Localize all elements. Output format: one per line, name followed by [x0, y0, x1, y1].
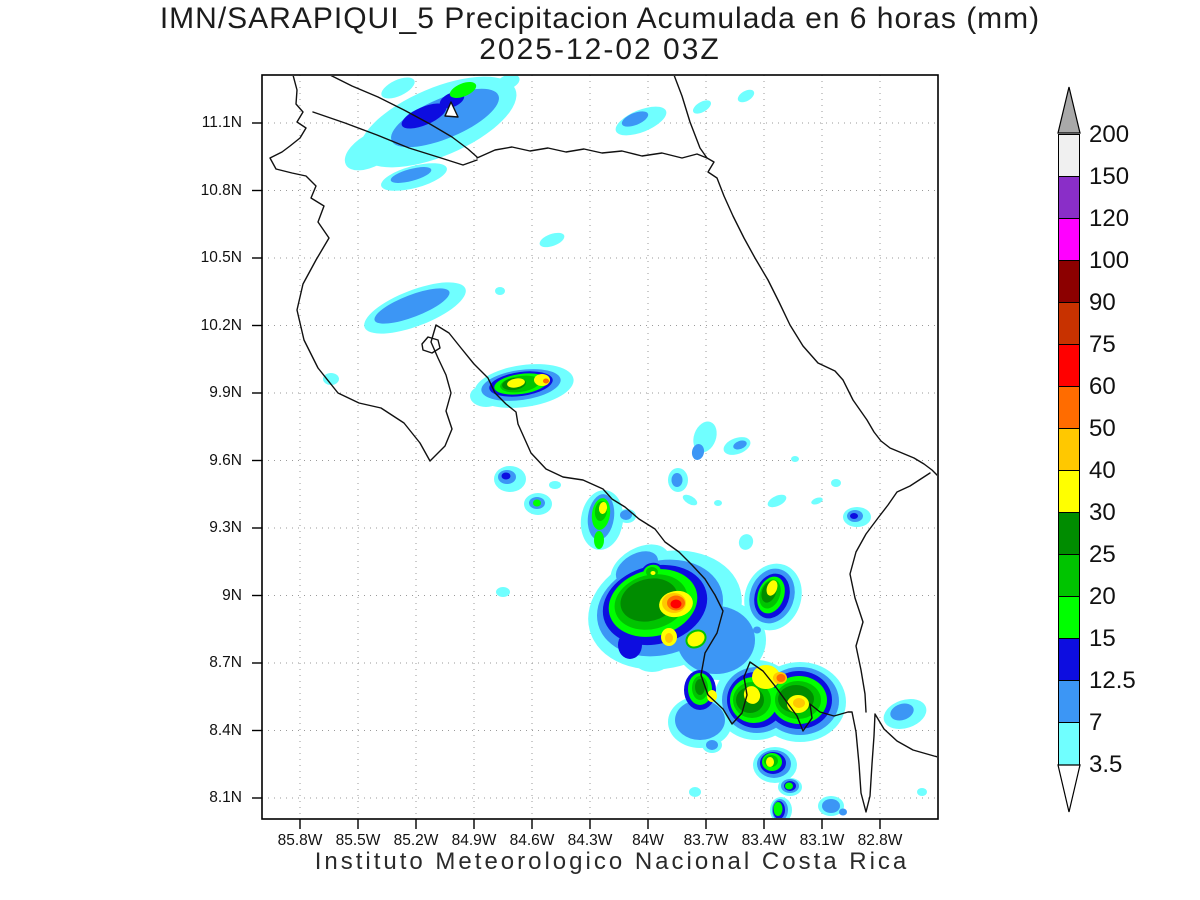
longitude-tick-label: 85.2W [393, 832, 439, 849]
colorbar-segment [1059, 135, 1079, 177]
latitude-tick-label: 8.7N [209, 654, 242, 671]
colorbar-segment [1059, 681, 1079, 723]
colorbar-segment [1059, 513, 1079, 555]
colorbar-segment [1059, 303, 1079, 345]
latitude-tick-label: 10.8N [200, 181, 242, 199]
colorbar-segment [1059, 723, 1079, 765]
longitude-tick-label: 83.4W [741, 832, 787, 849]
colorbar-segment [1059, 555, 1079, 597]
colorbar-level-label: 50 [1089, 415, 1116, 442]
colorbar-segment [1059, 597, 1079, 639]
below-min-arrow-shape [1057, 764, 1081, 813]
precip-level-60mm [670, 599, 682, 609]
colorbar-segment [1059, 219, 1079, 261]
colorbar-labels: 200 150 120 100 90 75 60 50 40 30 25 20 15 12.5 7 3.5 [1089, 0, 1169, 800]
latitude-tick-label: 11.1N [201, 114, 242, 131]
colorbar-level-label: 120 [1089, 205, 1130, 232]
colorbar-level-label: 40 [1089, 457, 1116, 484]
precipitation-shading [323, 76, 927, 818]
colorbar-segment [1059, 387, 1079, 429]
colorbar-below-min-arrow [1057, 764, 1081, 813]
footer-attribution: Instituto Meteorologico Nacional Costa R… [314, 848, 910, 875]
san-juan-river [476, 146, 708, 159]
colorbar-segment [1059, 639, 1079, 681]
longitude-tick-label: 83.1W [799, 832, 845, 849]
colorbar-level-label: 75 [1089, 331, 1116, 358]
latitude-tick-label: 10.2N [200, 316, 242, 334]
latitude-tick-label: 9N [222, 586, 242, 604]
latitude-tick-label: 9.3N [209, 519, 242, 536]
precip-level-7mm [374, 88, 914, 818]
coastline-costa-rica [269, 76, 937, 813]
colorbar-segment [1059, 429, 1079, 471]
volcano-triangle-marker [444, 101, 459, 118]
longitude-tick-label: 82.8W [857, 832, 903, 849]
colorbar-level-label: 60 [1089, 373, 1116, 400]
longitude-axis-labels: 85.8W 85.5W 85.2W 84.9W 84.6W 84.3W 84W 83.7W 83… [0, 832, 1200, 852]
colorbar-above-max-arrow [1057, 86, 1081, 134]
longitude-tick-label: 84.9W [451, 832, 497, 849]
longitude-tick-label: 84.6W [509, 832, 555, 849]
longitude-tick-label: 84W [632, 832, 664, 849]
latitude-ticks [252, 122, 262, 799]
colorbar-level-label: 20 [1089, 583, 1116, 610]
colorbar-level-label: 12.5 [1089, 667, 1136, 694]
colorbar-level-label: 3.5 [1089, 751, 1123, 778]
colorbar-level-label: 100 [1089, 247, 1130, 274]
longitude-tick-label: 85.8W [277, 832, 323, 849]
colorbar [1058, 134, 1080, 766]
colorbar-level-label: 25 [1089, 541, 1116, 568]
latitude-tick-label: 8.4N [209, 721, 242, 739]
latitude-tick-label: 9.9N [209, 384, 242, 401]
colorbar-segment [1059, 345, 1079, 387]
latitude-tick-label: 8.1N [209, 789, 242, 806]
colorbar-level-label: 15 [1089, 625, 1116, 652]
longitude-tick-label: 84.3W [567, 832, 613, 849]
longitude-tick-label: 85.5W [335, 832, 381, 849]
colorbar-segment [1059, 261, 1079, 303]
chira-island [421, 336, 441, 354]
colorbar-level-label: 7 [1089, 709, 1103, 736]
caribbean-coastline [673, 76, 937, 476]
panama-border [849, 472, 931, 713]
colorbar-level-label: 200 [1089, 121, 1130, 148]
pacific-coastline [269, 76, 937, 813]
longitude-ticks [299, 819, 881, 829]
colorbar-segment [1059, 471, 1079, 513]
colorbar-segment [1059, 177, 1079, 219]
lake-nicaragua-shore [330, 76, 478, 158]
longitude-tick-label: 83.7W [683, 832, 729, 849]
above-max-arrow-shape [1057, 86, 1081, 134]
latitude-tick-label: 10.5N [200, 249, 242, 266]
map-valid-time: 2025-12-02 03Z [479, 33, 721, 66]
nicaragua-border [312, 111, 478, 166]
colorbar-level-label: 150 [1089, 163, 1130, 190]
map-frame [252, 74, 939, 829]
map-title: IMN/SARAPIQUI_5 Precipitacion Acumulada … [159, 2, 1041, 35]
latitude-tick-label: 9.6N [209, 451, 242, 469]
colorbar-level-label: 90 [1089, 289, 1116, 316]
colorbar-level-label: 30 [1089, 499, 1116, 526]
latitude-axis-labels: 11.1N 10.8N 10.5N 10.2N 9.9N 9.6N 9.3N 9N 8.7N 8.… [150, 0, 246, 860]
